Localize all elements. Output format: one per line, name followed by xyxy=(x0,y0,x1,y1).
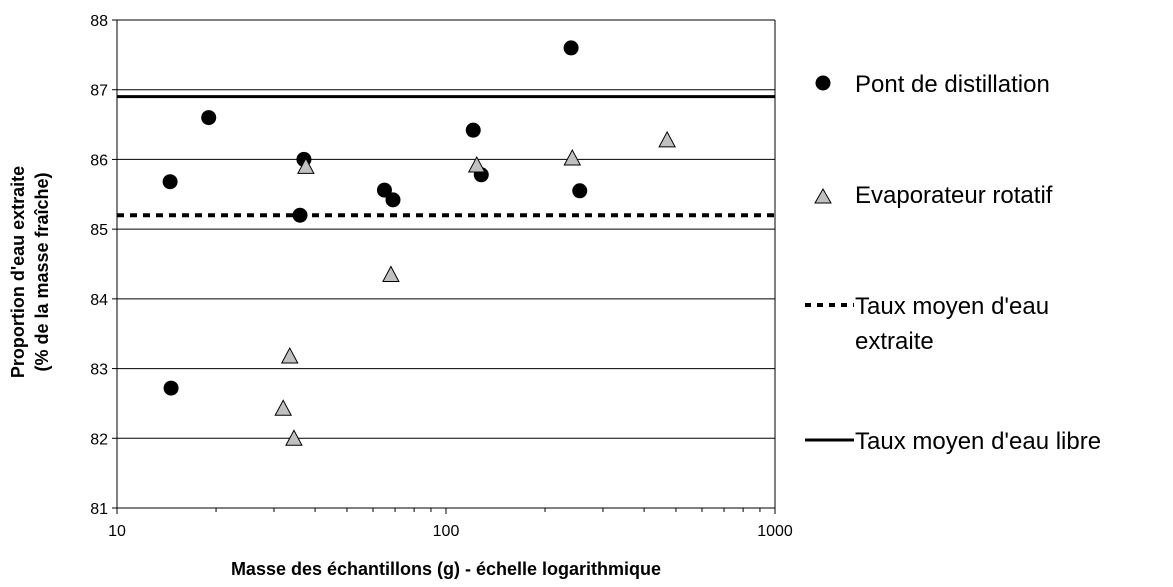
x-tick-label: 1000 xyxy=(757,523,793,540)
y-tick-label: 83 xyxy=(90,362,108,379)
y-tick-label: 88 xyxy=(90,13,108,30)
x-tick-label: 10 xyxy=(108,523,126,540)
legend-circle-marker xyxy=(815,75,831,91)
y-axis-title: Proportion d'eau extraite (% de la masse… xyxy=(8,166,52,378)
y-axis-title-line2: (% de la masse fraîche) xyxy=(32,172,52,371)
legend-triangle-marker xyxy=(814,187,832,204)
point-evaporateur-rotatif xyxy=(658,130,676,148)
point-evaporateur-rotatif xyxy=(563,148,582,166)
point-evaporateur-rotatif xyxy=(382,265,400,282)
point-pont-de-distillation xyxy=(385,192,401,208)
point-pont-de-distillation xyxy=(163,380,179,396)
point-evaporateur-rotatif xyxy=(297,157,315,174)
axes: 81 82 83 84 85 86 87 88 10 100 1000 xyxy=(90,13,793,540)
y-tick-label: 85 xyxy=(90,222,108,239)
point-evaporateur-rotatif xyxy=(280,346,299,364)
legend: Pont de distillation Evaporateur rotatif… xyxy=(805,71,1101,455)
point-pont-de-distillation xyxy=(201,110,217,126)
y-axis-title-line1: Proportion d'eau extraite xyxy=(8,166,28,378)
x-tick-label: 100 xyxy=(433,523,460,540)
y-tick-label: 81 xyxy=(90,501,108,518)
reference-lines xyxy=(117,95,775,218)
point-evaporateur-rotatif xyxy=(274,399,293,416)
legend-label-moyen-extraite-1: Taux moyen d'eau xyxy=(855,293,1049,320)
y-tick-label: 86 xyxy=(90,152,108,169)
y-tick-label: 87 xyxy=(90,83,108,100)
legend-label-moyen-extraite-2: extraite xyxy=(855,328,934,355)
x-axis-title: Masse des échantillons (g) - échelle log… xyxy=(231,559,661,579)
point-pont-de-distillation xyxy=(292,207,308,223)
point-pont-de-distillation xyxy=(376,182,392,198)
data-points xyxy=(162,40,676,446)
point-pont-de-distillation xyxy=(162,174,178,190)
y-tick-label: 82 xyxy=(90,431,108,448)
legend-label-evaporateur: Evaporateur rotatif xyxy=(855,182,1053,209)
legend-label-eau-libre: Taux moyen d'eau libre xyxy=(855,428,1101,455)
point-pont-de-distillation xyxy=(572,183,588,199)
point-evaporateur-rotatif xyxy=(285,429,303,446)
point-pont-de-distillation xyxy=(465,122,481,138)
legend-label-pont: Pont de distillation xyxy=(855,71,1050,98)
gridlines xyxy=(117,19,776,508)
point-pont-de-distillation xyxy=(563,40,579,56)
y-tick-label: 84 xyxy=(90,292,108,309)
point-evaporateur-rotatif xyxy=(467,155,486,173)
